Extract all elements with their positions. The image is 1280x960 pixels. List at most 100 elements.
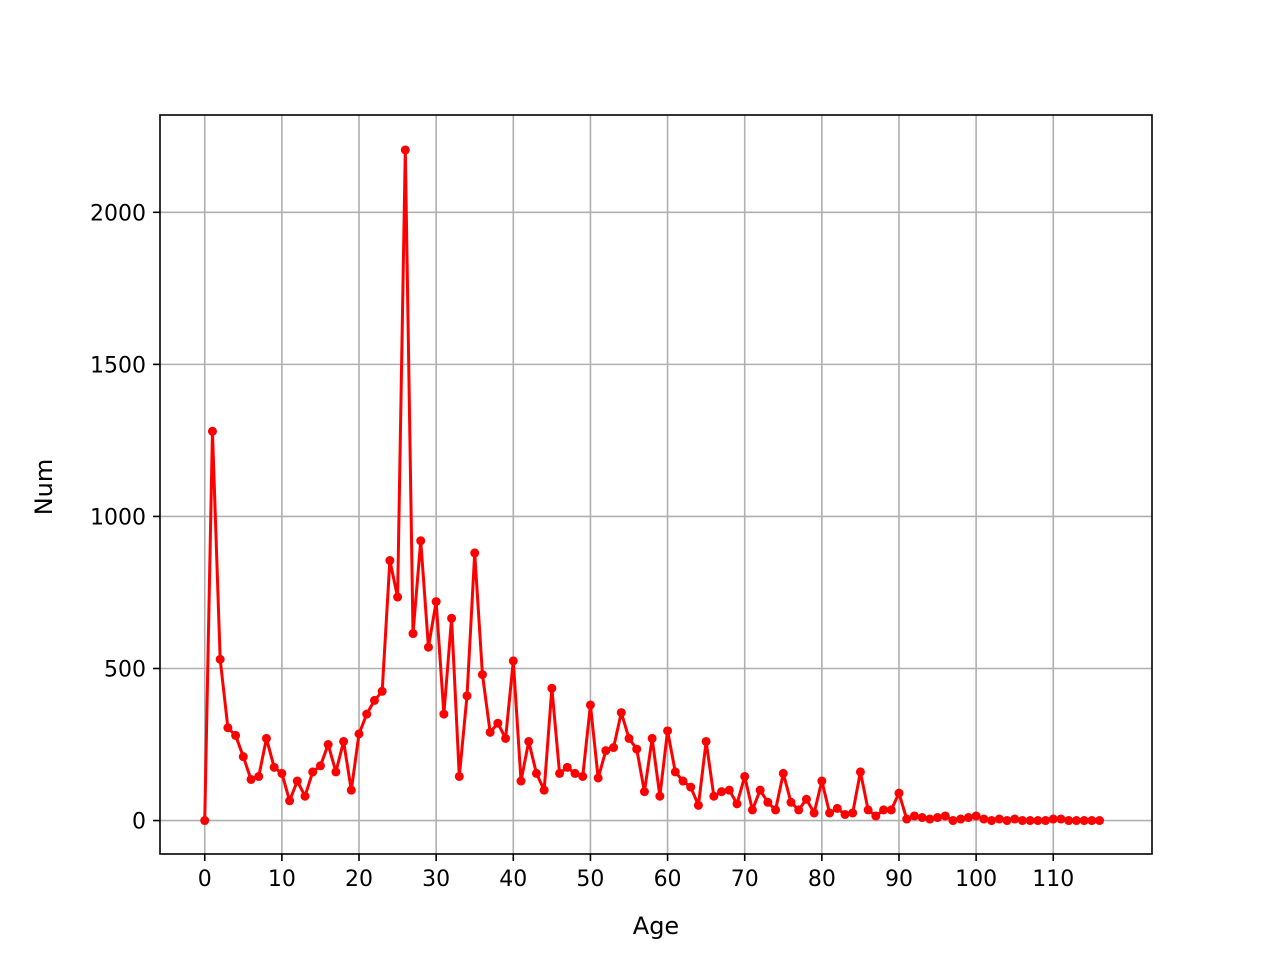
y-tick-label: 0: [132, 810, 146, 835]
data-point: [423, 642, 433, 652]
data-point: [732, 799, 742, 809]
x-tick-label: 70: [731, 867, 759, 892]
data-point: [1033, 816, 1043, 826]
data-point: [971, 811, 981, 821]
grid-lines: [160, 115, 1152, 854]
y-axis-label: Num: [30, 459, 58, 516]
data-point: [786, 797, 796, 807]
data-point: [832, 803, 842, 813]
data-point: [747, 805, 757, 815]
data-point: [917, 813, 927, 823]
data-point: [385, 556, 395, 566]
data-point: [909, 811, 919, 821]
data-point: [215, 654, 225, 664]
data-point: [670, 767, 680, 777]
data-point: [778, 768, 788, 778]
data-point: [470, 548, 480, 558]
data-point: [346, 785, 356, 795]
data-point: [717, 787, 727, 797]
data-point: [477, 670, 487, 680]
data-point: [439, 709, 449, 719]
data-point: [817, 776, 827, 786]
data-point: [848, 808, 858, 818]
data-point: [562, 762, 572, 772]
data-point: [948, 816, 958, 826]
data-point: [485, 727, 495, 737]
data-point: [339, 736, 349, 746]
data-point: [454, 771, 464, 781]
data-series: [200, 145, 1105, 826]
x-tick-label: 80: [808, 867, 836, 892]
data-point: [524, 736, 534, 746]
data-point: [639, 787, 649, 797]
data-point: [462, 691, 472, 701]
data-point: [601, 746, 611, 756]
x-tick-label: 20: [345, 867, 373, 892]
data-point: [1048, 814, 1058, 824]
data-point: [655, 791, 665, 801]
data-point: [755, 785, 765, 795]
axis-ticks: 0 10 20 30 40 50 60 70 80 90 100 110 0 500 1000 1500 200…: [90, 201, 1074, 892]
data-point: [979, 814, 989, 824]
data-point: [447, 613, 457, 623]
data-point: [277, 768, 287, 778]
data-point: [292, 776, 302, 786]
data-point: [531, 768, 541, 778]
y-tick-label: 2000: [90, 201, 146, 226]
x-axis-label: Age: [633, 912, 679, 940]
data-point: [1002, 816, 1012, 826]
data-point: [300, 791, 310, 801]
x-tick-label: 50: [576, 867, 604, 892]
data-point: [547, 683, 557, 693]
data-point: [871, 811, 881, 821]
data-point: [1041, 816, 1051, 826]
data-point: [925, 814, 935, 824]
data-point: [369, 695, 379, 705]
data-point: [223, 723, 233, 733]
data-point: [1010, 814, 1020, 824]
data-point: [1071, 816, 1081, 826]
data-point: [1025, 816, 1035, 826]
data-point: [246, 774, 256, 784]
data-point: [393, 592, 403, 602]
data-point: [809, 808, 819, 818]
data-point: [1017, 816, 1027, 826]
data-point: [879, 805, 889, 815]
data-point: [331, 767, 341, 777]
series-line: [203, 148, 1100, 823]
data-point: [269, 762, 279, 772]
data-point: [709, 791, 719, 801]
data-point: [894, 788, 904, 798]
data-point: [501, 733, 511, 743]
data-point: [686, 782, 696, 792]
data-point: [354, 729, 364, 739]
x-tick-label: 40: [499, 867, 527, 892]
x-tick-label: 60: [654, 867, 682, 892]
data-point: [593, 773, 603, 783]
x-tick-label: 10: [268, 867, 296, 892]
data-point: [400, 145, 410, 155]
data-point: [902, 814, 912, 824]
data-point: [508, 656, 518, 666]
y-tick-label: 1500: [90, 353, 146, 378]
plot-frame: [159, 114, 1153, 855]
data-point: [701, 736, 711, 746]
data-point: [261, 733, 271, 743]
data-point: [963, 813, 973, 823]
data-point: [801, 794, 811, 804]
y-tick-label: 500: [104, 657, 146, 682]
data-point: [1079, 816, 1089, 826]
data-point: [377, 686, 387, 696]
x-tick-label: 100: [955, 867, 997, 892]
data-point: [200, 816, 210, 826]
data-point: [408, 629, 418, 639]
data-point: [616, 708, 626, 718]
data-point: [825, 808, 835, 818]
data-point: [933, 813, 943, 823]
data-point: [431, 597, 441, 607]
data-point: [254, 771, 264, 781]
data-point: [840, 809, 850, 819]
data-point: [231, 730, 241, 740]
data-point: [323, 740, 333, 750]
data-point: [956, 814, 966, 824]
